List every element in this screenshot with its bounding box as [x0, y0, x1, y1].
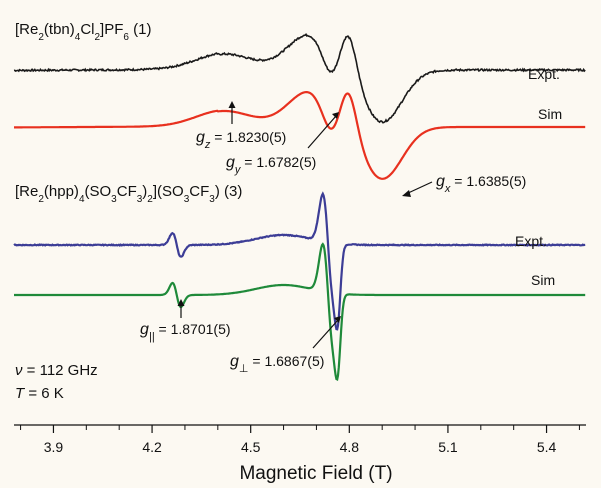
x-tick-label-4: 5.1 — [438, 439, 458, 455]
svg-text:g|| = 1.8701(5): g|| = 1.8701(5) — [140, 321, 231, 343]
x-tick-label-5: 5.4 — [537, 439, 557, 455]
series-label-compound1-expt: Expt. — [528, 66, 560, 82]
condition-frequency: ν = 112 GHz — [15, 362, 98, 379]
svg-text:gx = 1.6385(5): gx = 1.6385(5) — [436, 173, 526, 195]
compound1-label: [Re2(tbn)4Cl2]PF6 (1) — [15, 21, 151, 43]
series-label-compound1-sim: Sim — [538, 106, 562, 122]
arrow-gperp — [312, 319, 339, 349]
annotation-gpar: g|| = 1.8701(5) — [140, 299, 231, 343]
x-axis-ticks: 3.9 4.2 4.5 4.8 5.1 5.4 — [20, 425, 580, 455]
annotation-gx: gx = 1.6385(5) — [402, 173, 526, 197]
svg-text:gz = 1.8230(5): gz = 1.8230(5) — [196, 129, 286, 151]
svg-text:gy = 1.6782(5): gy = 1.6782(5) — [226, 154, 316, 176]
arrowhead-gx — [402, 190, 411, 197]
arrow-gx — [405, 181, 433, 195]
compound3-label: [Re2(hpp)4(SO3CF3)2](SO3CF3) (3) — [15, 183, 242, 205]
series-label-compound3-expt: Expt. — [515, 233, 547, 249]
x-tick-label-2: 4.5 — [241, 439, 261, 455]
annotation-gz: gz = 1.8230(5) — [196, 101, 286, 151]
x-tick-label-3: 4.8 — [340, 439, 360, 455]
trace-compound1-sim — [14, 91, 586, 180]
trace-compound3-sim — [14, 242, 586, 382]
arrowhead-gy — [332, 112, 339, 119]
trace-compound3-expt — [13, 191, 586, 331]
x-tick-label-0: 3.9 — [44, 439, 64, 455]
arrow-gy — [307, 115, 337, 149]
annotation-gy: gy = 1.6782(5) — [226, 112, 339, 176]
trace-compound1-expt — [13, 32, 586, 124]
arrowhead-gpar — [177, 299, 185, 306]
arrowhead-gperp — [334, 316, 341, 323]
annotation-gperp: g⊥ = 1.6867(5) — [230, 316, 341, 375]
arrowhead-gz — [228, 101, 236, 108]
x-axis-title: Magnetic Field (T) — [239, 463, 392, 484]
condition-temperature: T = 6 K — [15, 385, 64, 402]
series-label-compound3-sim: Sim — [531, 272, 555, 288]
x-tick-label-1: 4.2 — [142, 439, 162, 455]
svg-text:g⊥ = 1.6867(5): g⊥ = 1.6867(5) — [230, 353, 324, 375]
